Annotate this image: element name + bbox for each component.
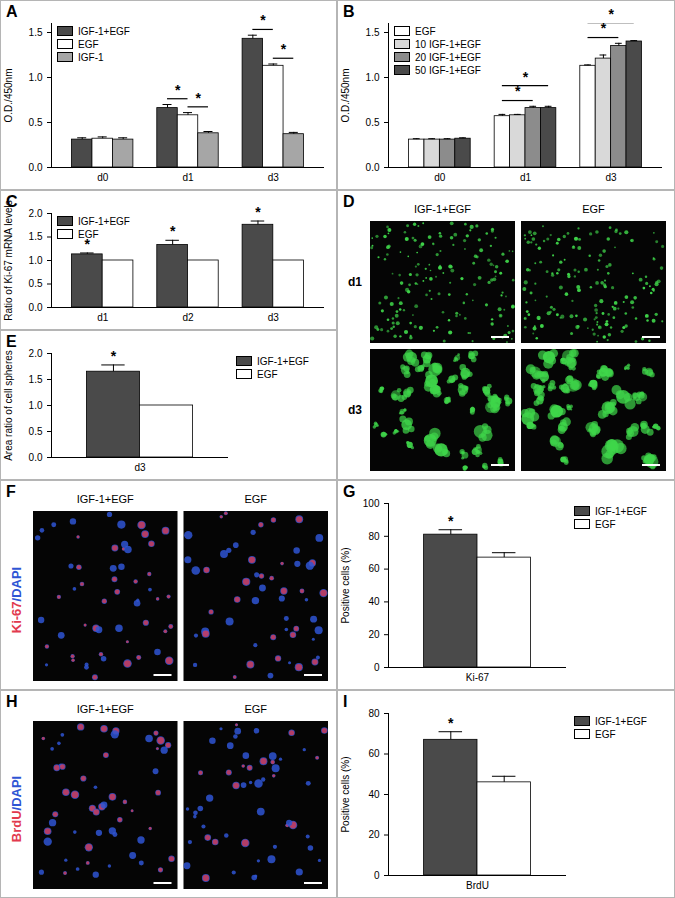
svg-text:d1: d1 [348,275,362,289]
svg-text:O.D./450nm: O.D./450nm [340,69,351,123]
svg-text:2.0: 2.0 [29,348,43,359]
svg-text:*: * [523,69,529,85]
svg-text:1.5: 1.5 [366,27,380,38]
svg-text:*: * [175,82,181,98]
svg-text:IGF-1+EGF: IGF-1+EGF [414,203,471,215]
svg-text:20: 20 [368,829,380,840]
svg-text:Ratio of Ki-67 mRNA levels: Ratio of Ki-67 mRNA levels [3,200,14,321]
svg-text:1.0: 1.0 [29,72,43,83]
svg-text:d3: d3 [268,172,280,183]
svg-text:2.0: 2.0 [29,208,43,219]
svg-text:Positive cells (%): Positive cells (%) [340,756,351,832]
svg-text:1.0: 1.0 [366,72,380,83]
svg-text:60: 60 [368,748,380,759]
svg-text:1.5: 1.5 [29,231,43,242]
svg-text:Ki-67/DAPI: Ki-67/DAPI [9,567,24,633]
svg-text:*: * [601,20,607,36]
svg-text:d3: d3 [606,172,618,183]
svg-text:100: 100 [363,498,380,509]
svg-text:d2: d2 [182,312,194,323]
svg-text:IGF-1+EGF: IGF-1+EGF [77,703,134,715]
svg-text:d0: d0 [97,172,109,183]
svg-text:1.0: 1.0 [29,255,43,266]
svg-text:80: 80 [368,708,380,719]
svg-text:*: * [111,348,117,364]
svg-text:*: * [448,513,454,529]
svg-text:40: 40 [368,789,380,800]
svg-text:d1: d1 [97,312,109,323]
svg-text:0.5: 0.5 [366,117,380,128]
svg-text:20: 20 [368,629,380,640]
svg-text:Ki-67: Ki-67 [466,672,490,683]
svg-text:*: * [196,90,202,106]
svg-text:Positive cells (%): Positive cells (%) [340,547,351,623]
svg-text:*: * [170,223,176,239]
svg-text:EGF: EGF [244,703,267,715]
svg-text:d3: d3 [134,462,146,473]
svg-text:1.0: 1.0 [29,400,43,411]
svg-text:0.0: 0.0 [29,162,43,173]
svg-text:1.5: 1.5 [29,374,43,385]
svg-text:0: 0 [374,662,380,673]
svg-text:d1: d1 [182,172,194,183]
svg-text:40: 40 [368,596,380,607]
svg-text:*: * [448,715,454,731]
svg-text:EGF: EGF [582,203,605,215]
svg-text:1.5: 1.5 [29,27,43,38]
svg-text:d1: d1 [520,172,532,183]
svg-text:d0: d0 [434,172,446,183]
svg-text:60: 60 [368,563,380,574]
svg-text:*: * [255,204,261,220]
svg-text:0.5: 0.5 [29,278,43,289]
svg-text:*: * [281,41,287,57]
svg-text:d3: d3 [268,312,280,323]
svg-text:BrdU: BrdU [466,880,489,891]
svg-text:0: 0 [374,870,380,881]
svg-text:0.0: 0.0 [29,452,43,463]
svg-text:0.5: 0.5 [29,117,43,128]
svg-text:*: * [260,12,266,28]
svg-text:*: * [515,83,521,99]
svg-text:0.0: 0.0 [29,302,43,313]
svg-text:EGF: EGF [244,493,267,505]
svg-text:BrdU/DAPI: BrdU/DAPI [9,776,24,842]
svg-text:O.D./450nm: O.D./450nm [3,69,14,123]
svg-text:Area ratio of cell spheres: Area ratio of cell spheres [3,350,14,461]
svg-text:0.5: 0.5 [29,426,43,437]
svg-text:IGF-1+EGF: IGF-1+EGF [77,493,134,505]
svg-text:0.0: 0.0 [366,162,380,173]
svg-text:80: 80 [368,531,380,542]
svg-text:d3: d3 [348,403,362,417]
svg-text:*: * [608,6,614,22]
